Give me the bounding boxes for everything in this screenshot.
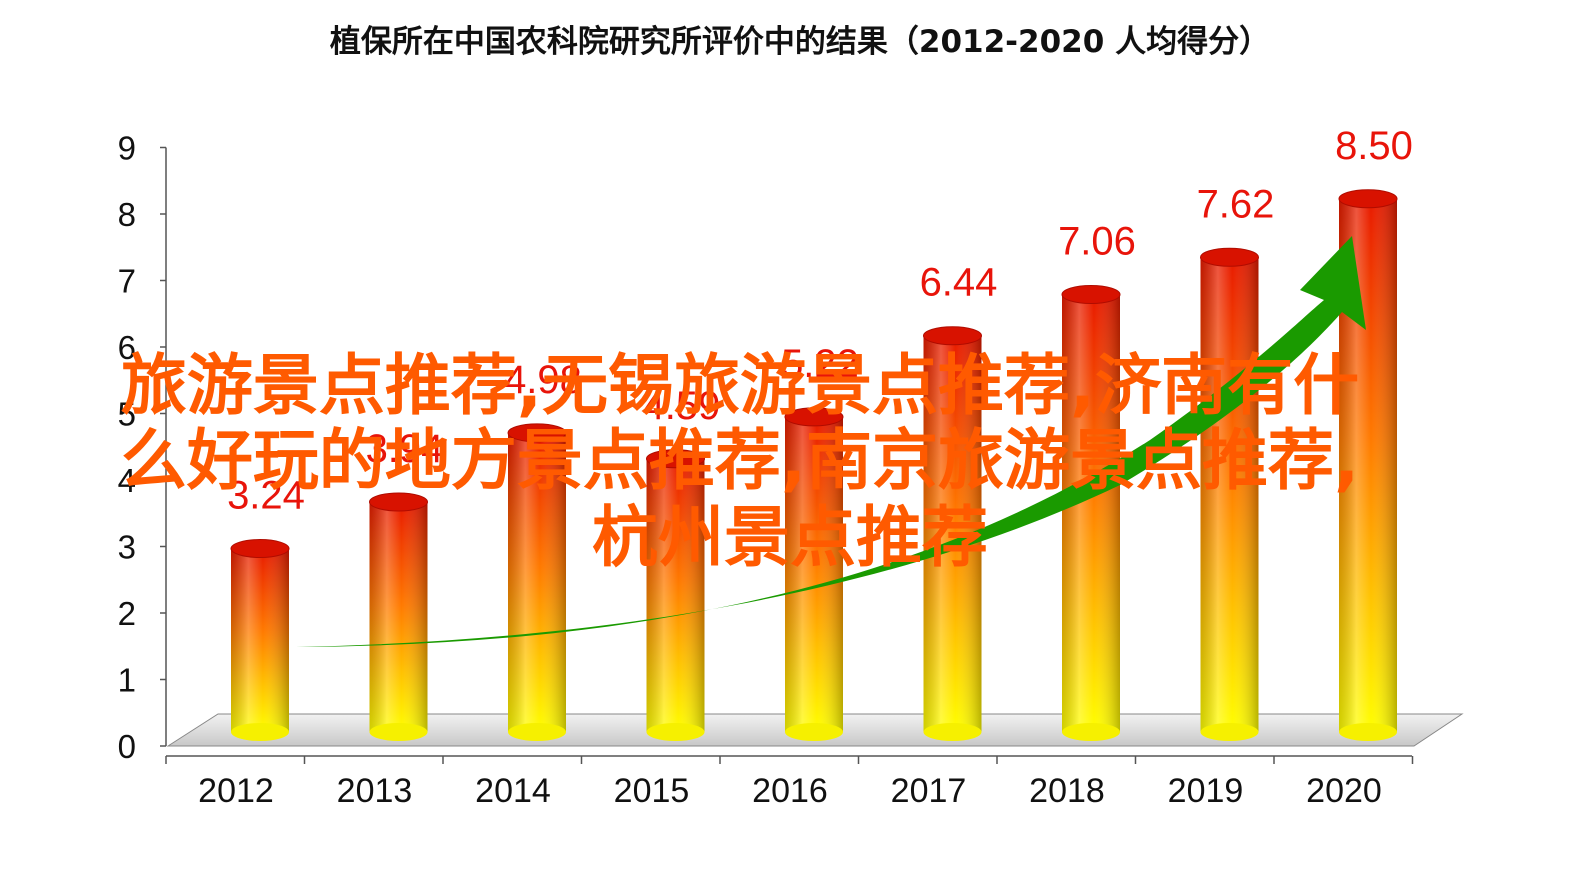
bar: [230, 539, 290, 741]
bar: [507, 423, 567, 741]
bar-cap: [507, 423, 567, 443]
bar-shade: [1062, 294, 1120, 732]
bar-shade: [231, 548, 289, 732]
axes: 0 1 2 3 4 5 6 7 8 9 2012 2013 2014 2015 2016 2017 2018 20…: [118, 130, 1414, 810]
x-tick-label: 2016: [752, 772, 828, 810]
y-tick-label: 9: [118, 130, 136, 167]
bar: [646, 449, 705, 741]
data-label: 7.62: [1197, 182, 1275, 226]
bar-base: [369, 723, 428, 741]
bar-base: [1339, 723, 1397, 741]
data-label: 6.44: [920, 261, 998, 305]
bar-cap: [1338, 189, 1398, 209]
bar-base: [1062, 723, 1120, 741]
bar-shade: [508, 432, 566, 732]
x-tick-label: 2017: [891, 772, 967, 810]
y-tick-label: 4: [118, 462, 136, 499]
data-label: 7.06: [1058, 220, 1136, 264]
x-tick-label: 2014: [475, 772, 551, 810]
bar-cap: [1061, 285, 1121, 305]
bar-cap: [369, 492, 428, 512]
x-tick-label: 2020: [1306, 772, 1382, 810]
y-tick-label: 7: [118, 263, 136, 300]
bar-shade: [1200, 257, 1259, 732]
y-tick-label: 3: [118, 529, 136, 566]
bar-cap: [230, 539, 290, 559]
overlay-line: 旅游景点推荐,无锡旅游景点推荐,济南有什: [121, 347, 1359, 424]
data-label: 4.98: [504, 358, 582, 402]
overlay-line: 么好玩的地方景点推荐,南京旅游景点推荐,: [121, 422, 1359, 499]
x-tick-label: 2012: [198, 772, 274, 810]
y-tick-label: 6: [118, 329, 136, 366]
bar-shade: [785, 416, 843, 732]
y-tick-label: 5: [118, 396, 136, 433]
x-tick-label: 2019: [1168, 772, 1244, 810]
chart-title: 植保所在中国农科院研究所评价中的结果（2012-2020 人均得分）: [330, 24, 1270, 60]
overlay-text: 旅游景点推荐,无锡旅游景点推荐,济南有什么好玩的地方景点推荐,南京旅游景点推荐,…: [121, 347, 1359, 576]
bar-cap: [784, 407, 844, 427]
bar-base: [1200, 723, 1259, 741]
overlay-line: 杭州景点推荐: [592, 499, 988, 576]
bars: [230, 189, 1398, 741]
bar-cap: [923, 326, 982, 346]
trend-arrow-shape: [296, 236, 1366, 647]
data-label: 8.50: [1335, 124, 1413, 168]
bar-base: [508, 723, 566, 741]
data-label: 5.22: [781, 342, 859, 386]
y-tick-label: 0: [118, 728, 136, 765]
y-tick-label: 8: [118, 196, 136, 233]
y-tick-label: 2: [118, 595, 136, 632]
y-tick-label: 1: [118, 662, 136, 699]
bar-base: [231, 723, 289, 741]
bar: [923, 326, 982, 741]
bar: [1061, 285, 1121, 741]
bar-shade: [646, 458, 705, 732]
x-tick-label: 2018: [1029, 772, 1105, 810]
data-labels: 3.24 3.94 4.98 4.59 5.22 6.44 7.06 7.62 8.50: [227, 124, 1413, 518]
bar: [784, 407, 844, 741]
data-label: 4.59: [643, 384, 721, 428]
x-tick-label: 2013: [337, 772, 413, 810]
data-label: 3.94: [366, 427, 444, 471]
bar-cap: [646, 449, 705, 469]
bar-shade: [369, 501, 428, 732]
data-label: 3.24: [227, 474, 305, 518]
bar: [369, 492, 428, 741]
bar-base: [646, 723, 705, 741]
x-tick-label: 2015: [614, 772, 690, 810]
bar-base: [923, 723, 982, 741]
bar-base: [785, 723, 843, 741]
trend-arrow: [296, 236, 1366, 647]
bar: [1200, 247, 1259, 741]
bar-cap: [1200, 247, 1259, 267]
